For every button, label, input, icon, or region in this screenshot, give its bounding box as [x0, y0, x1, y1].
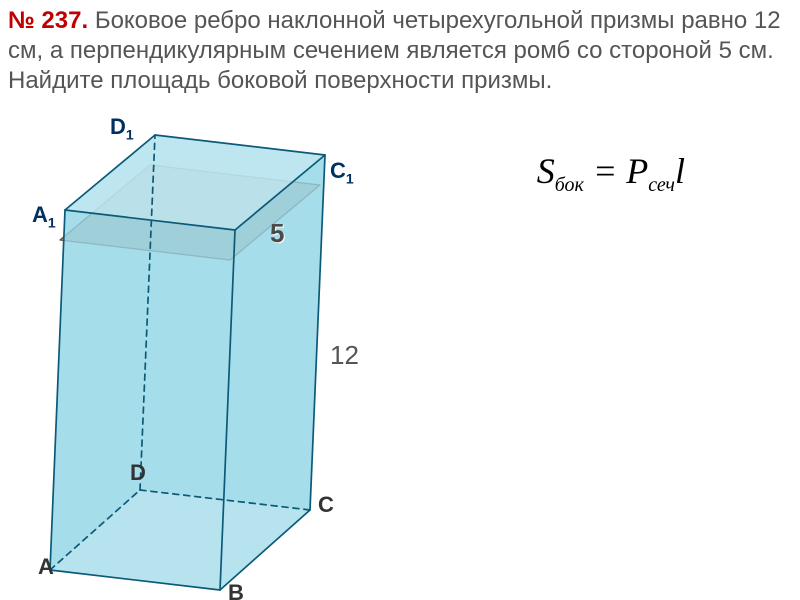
- formula-S-sub: бок: [555, 174, 584, 196]
- numeric-label-five: 5: [270, 218, 284, 249]
- prism-svg: [10, 110, 370, 600]
- vertex-label-D1: D1: [110, 114, 134, 142]
- vertex-label-A: A: [38, 554, 54, 580]
- vertex-label-D: D: [130, 460, 146, 486]
- formula-eq: =: [584, 151, 626, 191]
- formula-P: P: [626, 151, 648, 191]
- formula-P-sub: сеч: [648, 174, 675, 196]
- vertex-label-B: B: [228, 580, 244, 600]
- formula-l: l: [675, 151, 685, 191]
- formula: Sбок = Pсечl: [537, 150, 685, 197]
- numeric-label-twelve: 12: [330, 340, 359, 371]
- vertex-label-A1: A1: [32, 202, 56, 230]
- problem-number: № 237.: [8, 7, 88, 34]
- vertex-label-C1: C1: [330, 158, 354, 186]
- prism-diagram: A B C D A1 C1 D1 5 12: [10, 110, 370, 600]
- problem-body: Боковое ребро наклонной четырехугольной …: [8, 7, 781, 94]
- problem-text: № 237. Боковое ребро наклонной четырехуг…: [8, 6, 792, 96]
- formula-S: S: [537, 151, 555, 191]
- vertex-label-C: C: [318, 492, 334, 518]
